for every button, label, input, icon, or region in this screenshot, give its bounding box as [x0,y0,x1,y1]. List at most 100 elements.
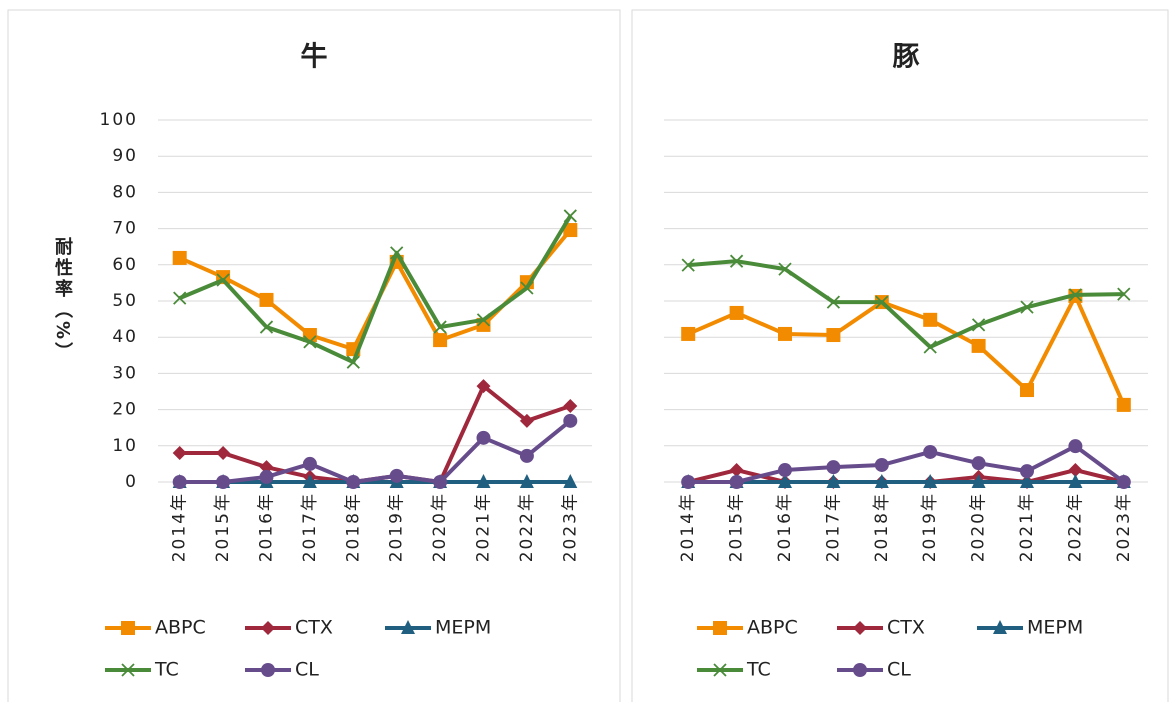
y-tick-label: 0 [125,472,138,492]
series-line [179,419,572,484]
data-point [302,456,317,471]
legend-label: CL [295,659,319,681]
legend-label: MEPM [435,617,491,639]
data-point [259,320,274,334]
x-tick-label: 2021年 [474,492,494,562]
data-point [923,474,938,488]
x-tick-label: 2015年 [213,492,233,562]
data-point [519,474,534,488]
data-point [923,340,937,354]
data-point [826,328,841,343]
legend-label: TC [154,659,179,681]
legend-marker [401,620,415,634]
data-point [729,254,744,268]
series-line [687,293,1126,406]
data-point [433,475,448,489]
data-point [875,295,889,309]
legend-label: ABPC [155,617,206,639]
data-point [563,413,578,428]
data-point [1116,397,1131,412]
x-tick-label: 2019年 [920,492,940,562]
data-point [681,258,695,272]
y-tick-label: 60 [112,255,138,275]
x-tick-label: 2015年 [727,492,747,562]
x-tick-label: 2023年 [1114,492,1134,562]
legend-marker [713,621,727,635]
y-tick-label: 90 [112,146,138,166]
data-point [346,475,361,489]
data-point [259,469,274,484]
y-tick-label: 20 [112,400,138,420]
x-tick-label: 2023年 [560,492,580,562]
legend-label: TC [746,659,771,681]
data-point [172,446,187,461]
data-point [1068,474,1083,488]
data-point [729,305,744,320]
x-tick-label: 2017年 [823,492,843,562]
data-point [1068,463,1083,478]
data-point [971,338,986,353]
data-point [874,474,889,488]
data-point [563,209,577,223]
y-tick-label: 10 [112,436,138,456]
legend-marker [713,663,727,677]
data-point [778,262,792,276]
data-point [389,468,404,483]
chart-title: 豚 [893,42,920,73]
data-point [778,474,792,488]
data-point [216,475,231,489]
data-point [476,430,491,445]
data-point [971,474,986,488]
data-point [1068,288,1083,302]
legend-label: CTX [887,617,925,639]
data-point [1020,300,1034,314]
data-point [433,333,448,348]
chart-title: 牛 [301,42,328,73]
legend-label: CTX [295,617,333,639]
series-line [179,384,571,484]
data-point [303,335,317,349]
x-tick-label: 2020年 [430,492,450,562]
data-point [563,223,578,238]
data-point [826,474,841,488]
y-axis-label: 耐性率（%） [52,236,73,363]
y-tick-label: 30 [112,363,138,383]
data-point [172,475,187,489]
legend-marker [853,663,867,677]
y-tick-label: 70 [112,219,138,239]
legend-label: CL [887,659,911,681]
panel [631,9,1169,702]
data-point [1020,383,1034,398]
data-point [216,446,231,461]
series-line [688,444,1125,484]
data-point [519,413,534,428]
x-tick-label: 2020年 [969,492,989,562]
series-line [688,259,1124,349]
data-point [923,312,938,327]
x-tick-label: 2016年 [257,492,277,562]
y-tick-label: 100 [100,110,138,130]
x-tick-label: 2018年 [872,492,892,562]
x-tick-label: 2017年 [300,492,320,562]
data-point [216,273,230,287]
data-point [563,398,578,413]
x-tick-label: 2014年 [678,492,698,562]
data-point [971,318,986,332]
data-point [729,475,744,489]
legend-marker [121,621,135,635]
data-point [476,313,491,327]
data-point [173,291,187,305]
data-point [874,457,889,472]
x-tick-label: 2019年 [387,492,407,562]
legend-marker [993,620,1007,634]
data-point [433,320,447,334]
data-point [826,295,841,309]
legend-marker [853,621,867,635]
x-tick-label: 2022年 [517,492,537,562]
data-point [476,474,491,488]
x-tick-label: 2021年 [1017,492,1037,562]
data-point [563,474,578,488]
data-point [681,326,696,341]
data-point [390,246,404,260]
